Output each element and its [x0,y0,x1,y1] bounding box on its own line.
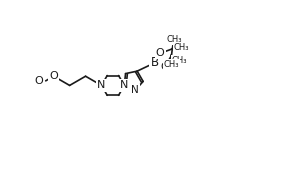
Text: O: O [161,62,169,72]
Text: O: O [34,76,43,86]
Text: CH₃: CH₃ [172,56,187,65]
Text: N: N [121,80,128,90]
Text: O: O [156,48,165,58]
Text: CH₃: CH₃ [174,43,189,52]
Text: O: O [49,71,58,81]
Text: N: N [120,80,128,90]
Text: CH₃: CH₃ [164,60,179,69]
Text: B: B [151,56,159,69]
Text: N: N [97,80,106,90]
Text: N: N [131,85,139,95]
Text: CH₃: CH₃ [166,35,182,44]
